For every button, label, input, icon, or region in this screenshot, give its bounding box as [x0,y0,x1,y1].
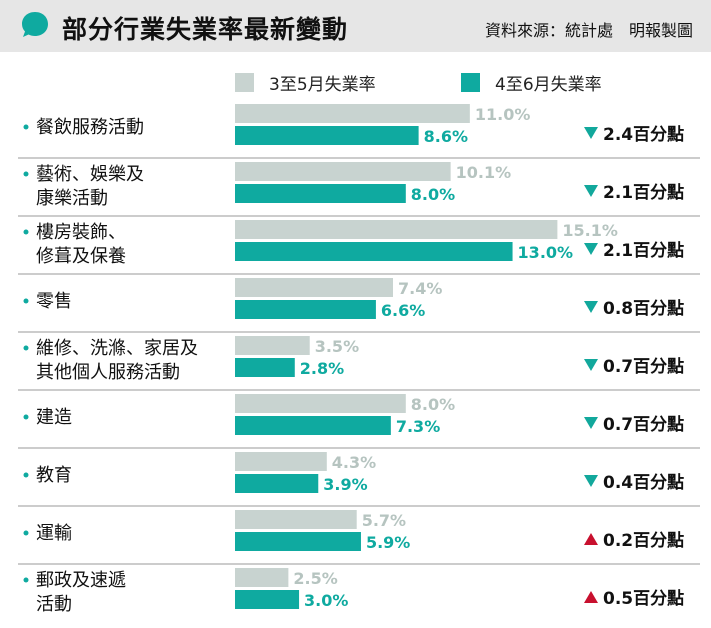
value-label-prev: 5.7% [362,511,406,530]
legend-item-curr: 4至6月失業率 [461,70,661,95]
down-triangle-icon [584,417,598,429]
bar-curr [235,358,295,377]
value-label-curr: 3.0% [304,591,348,610]
value-label-prev: 4.3% [332,453,376,472]
value-label-curr: 3.9% [323,475,367,494]
category-label: 其他個人服務活動 [36,362,180,383]
legend-label-prev: 3至5月失業率 [269,75,376,95]
bar-prev [235,568,289,587]
source-note: 資料來源：統計處 明報製圖 [484,21,693,40]
value-label-prev: 15.1% [562,221,618,240]
value-label-curr: 13.0% [518,243,574,262]
bar-prev [235,278,393,297]
value-label-prev: 3.5% [315,337,359,356]
category-bullet [23,229,29,235]
change-label: 0.7百分點 [603,414,684,435]
bar-prev [235,394,406,413]
bar-prev [235,162,451,181]
category-bullet [23,298,29,304]
header-bar: 部分行業失業率最新變動 資料來源：統計處 明報製圖 [0,0,711,52]
legend-swatch-curr [461,73,480,92]
bar-curr [235,242,513,261]
bar-prev [235,220,558,239]
legend-swatch-prev [235,73,254,92]
category-label: 郵政及速遞 [36,570,126,591]
change-label: 0.2百分點 [603,530,684,551]
change-label: 2.1百分點 [603,240,684,261]
category-label: 樓房裝飾、 [36,222,126,243]
down-triangle-icon [584,301,598,313]
bar-curr [235,416,391,435]
change-label: 0.7百分點 [603,356,684,377]
category-label: 修葺及保養 [36,246,126,267]
down-triangle-icon [584,185,598,197]
bar-prev [235,104,470,123]
category-label: 零售 [36,291,72,312]
down-triangle-icon [584,475,598,487]
category-bullet [23,171,29,177]
value-label-curr: 8.6% [424,127,468,146]
bar-curr [235,590,300,609]
category-label: 餐飲服務活動 [36,117,144,138]
bar-prev [235,510,357,529]
category-bullet [23,124,29,130]
change-label: 0.8百分點 [603,298,684,319]
category-bullet [23,530,29,536]
category-label: 建造 [36,407,72,428]
value-label-prev: 2.5% [293,569,337,588]
change-label: 0.5百分點 [603,588,684,609]
category-label: 教育 [36,465,72,486]
bar-prev [235,336,310,355]
category-label: 康樂活動 [36,188,108,209]
value-label-curr: 7.3% [396,417,440,436]
category-bullet [23,414,29,420]
chart-title: 部分行業失業率最新變動 [62,15,349,44]
value-label-prev: 11.0% [475,105,531,124]
down-triangle-icon [584,243,598,255]
category-bullet [23,472,29,478]
category-label: 活動 [36,594,72,615]
speech-bubble-icon [22,12,48,37]
category-label: 藝術、娛樂及 [36,164,144,185]
value-label-prev: 10.1% [456,163,512,182]
bar-curr [235,126,419,145]
bar-curr [235,300,376,319]
bar-curr [235,184,406,203]
value-label-prev: 7.4% [398,279,442,298]
category-bullet [23,577,29,583]
change-label: 2.4百分點 [603,124,684,145]
down-triangle-icon [584,359,598,371]
category-label: 維修、洗滌、家居及 [36,338,198,359]
bar-curr [235,532,361,551]
value-label-curr: 8.0% [411,185,455,204]
category-bullet [23,345,29,351]
value-label-curr: 6.6% [381,301,425,320]
bar-prev [235,452,327,471]
category-label: 運輸 [36,523,72,544]
change-label: 2.1百分點 [603,182,684,203]
legend-item-prev: 3至5月失業率 [235,70,445,95]
down-triangle-icon [584,127,598,139]
change-label: 0.4百分點 [603,472,684,493]
up-triangle-icon [584,591,598,603]
legend-label-curr: 4至6月失業率 [495,75,602,95]
value-label-curr: 5.9% [366,533,410,552]
value-label-curr: 2.8% [300,359,344,378]
up-triangle-icon [584,533,598,545]
value-label-prev: 8.0% [411,395,455,414]
bar-curr [235,474,319,493]
